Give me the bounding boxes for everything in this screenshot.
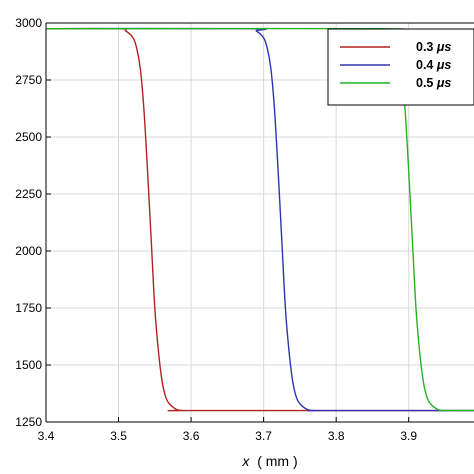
x-axis-unit: ( mm ) [257, 453, 297, 469]
y-tick-label: 2750 [15, 73, 42, 87]
y-tick-label: 2500 [15, 130, 42, 144]
legend-unit: μs [436, 58, 452, 72]
x-tick-label: 3.6 [183, 429, 200, 443]
x-axis-variable: x [241, 453, 250, 469]
legend: 0.3 μs0.4 μs0.5 μs [327, 28, 474, 106]
series-line-0.4 [45, 27, 474, 412]
x-tick-label: 3.5 [110, 429, 127, 443]
y-tick-label: 1250 [15, 415, 42, 429]
x-tick-label: 3.9 [400, 429, 417, 443]
x-tick-label: 3.8 [328, 429, 345, 443]
series-line-0.3 [45, 27, 474, 412]
tick-labels: 3.4 3.5 3.6 3.7 3.8 3.9 1250 1500 1750 2000 2250 25… [15, 16, 417, 443]
legend-label-0.4: 0.4 μs [416, 58, 451, 72]
axes [45, 22, 474, 423]
legend-value: 0.4 [416, 58, 437, 72]
y-tick-label: 1750 [15, 301, 42, 315]
legend-value: 0.3 [416, 40, 437, 54]
legend-unit: μs [436, 76, 452, 90]
y-tick-label: 2000 [15, 244, 42, 258]
x-tick-label: 3.4 [38, 429, 55, 443]
legend-label-0.5: 0.5 μs [416, 76, 451, 90]
y-tick-label: 3000 [15, 16, 42, 30]
y-tick-label: 1500 [15, 358, 42, 372]
legend-label-0.3: 0.3 μs [416, 40, 451, 54]
y-tick-label: 2250 [15, 187, 42, 201]
legend-unit: μs [436, 40, 452, 54]
legend-box [327, 28, 474, 106]
x-axis-title: x ( mm ) [241, 453, 297, 469]
x-tick-label: 3.7 [255, 429, 272, 443]
legend-value: 0.5 [416, 76, 437, 90]
